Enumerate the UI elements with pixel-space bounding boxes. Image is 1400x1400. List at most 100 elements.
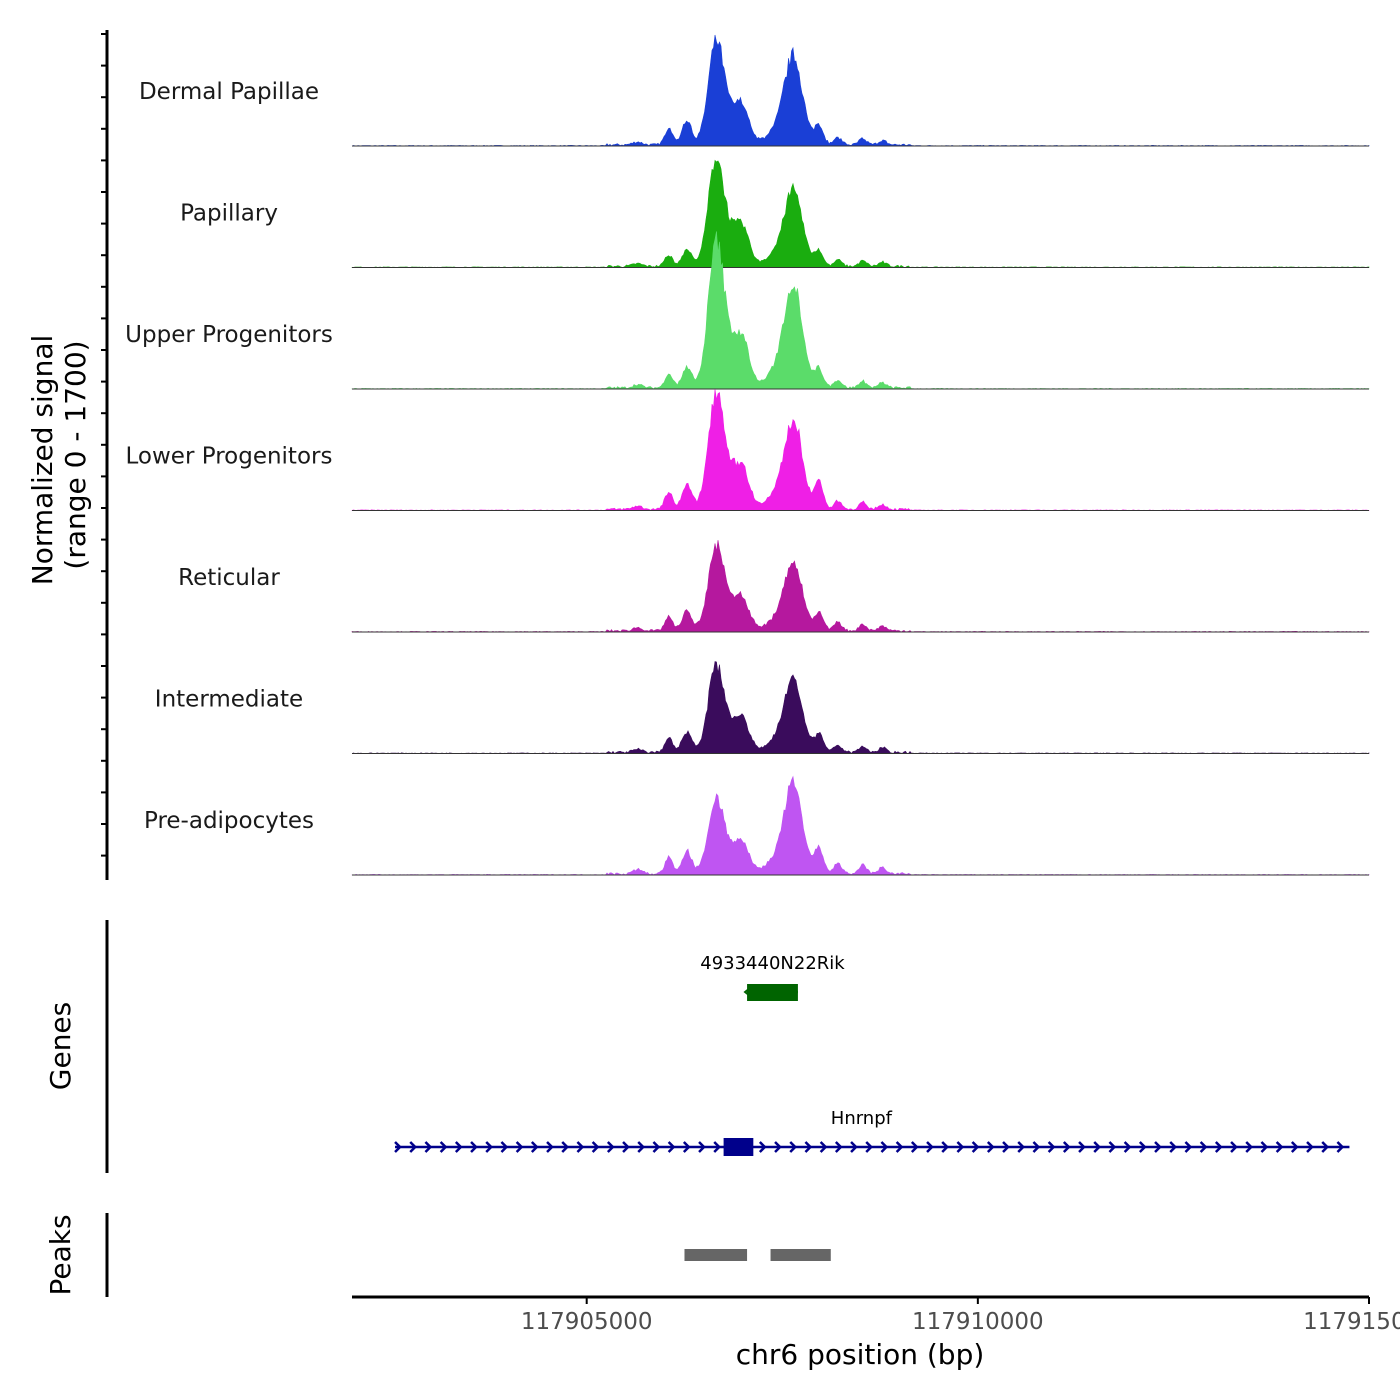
track-label: Upper Progenitors [125, 322, 333, 348]
coverage-tracks: Dermal Papillae Papillary Upper Progenitor… [125, 34, 1370, 876]
signal-y-axis-ticks [101, 33, 107, 857]
strand-arrow [470, 1141, 478, 1153]
gene-4933440n22rik: 4933440N22Rik [700, 953, 845, 1001]
strand-arrow [546, 1141, 554, 1153]
strand-arrow [682, 1141, 691, 1153]
strand-arrow [1260, 1141, 1269, 1153]
strand-arrow [1230, 1141, 1238, 1153]
strand-arrow [834, 1141, 843, 1153]
strand-arrow [1306, 1141, 1314, 1153]
track-papillary: Papillary [180, 159, 1370, 268]
strand-arrow [713, 1141, 721, 1153]
peak-region [684, 1249, 748, 1261]
strand-arrow [895, 1141, 904, 1153]
track-upper-progenitors: Upper Progenitors [125, 231, 1370, 390]
strand-arrow [1214, 1141, 1223, 1153]
strand-arrow [394, 1141, 402, 1153]
strand-arrow [910, 1141, 919, 1153]
y-axis-range: (range 0 - 1700) [59, 340, 92, 569]
strand-arrow [1321, 1141, 1329, 1153]
track-label: Reticular [178, 565, 280, 591]
track-dermal-papillae: Dermal Papillae [139, 34, 1370, 147]
strand-arrow [1123, 1141, 1132, 1153]
strand-arrow [485, 1141, 493, 1153]
gene-label: Hnrnpf [831, 1108, 893, 1129]
x-tick-label: 117910000 [912, 1309, 1044, 1335]
signal-area [351, 34, 1370, 147]
signal-area [351, 775, 1370, 876]
signal-area [351, 159, 1370, 268]
strand-arrow [1184, 1141, 1193, 1153]
strand-arrow [865, 1141, 873, 1153]
strand-arrow [606, 1141, 615, 1153]
strand-arrow [1290, 1141, 1299, 1153]
gene-hnrnpf: Hnrnpf [394, 1108, 1350, 1156]
track-reticular: Reticular [178, 540, 1370, 633]
strand-arrow [850, 1141, 858, 1153]
track-label: Intermediate [155, 687, 303, 713]
strand-arrow [1169, 1141, 1177, 1153]
strand-arrow [637, 1141, 645, 1153]
track-lower-progenitors: Lower Progenitors [126, 389, 1370, 511]
strand-arrow [1199, 1141, 1208, 1153]
peaks-title: Peaks [44, 1214, 77, 1295]
strand-arrow [819, 1141, 828, 1153]
strand-arrow [439, 1141, 448, 1153]
strand-arrow [1275, 1141, 1284, 1153]
strand-arrow [956, 1141, 965, 1153]
strand-arrow [1017, 1141, 1025, 1153]
strand-arrow [1002, 1141, 1010, 1153]
signal-area [351, 231, 1370, 390]
strand-arrow [1078, 1141, 1086, 1153]
strand-arrow [652, 1141, 661, 1153]
track-intermediate: Intermediate [155, 661, 1370, 754]
strand-arrow [530, 1141, 539, 1153]
strand-arrow [1047, 1141, 1056, 1153]
strand-arrow [1093, 1141, 1101, 1153]
strand-arrow [622, 1141, 630, 1153]
strand-arrow [1032, 1141, 1041, 1153]
track-pre-adipocytes: Pre-adipocytes [144, 775, 1370, 876]
strand-arrow [424, 1141, 433, 1153]
strand-arrow [986, 1141, 995, 1153]
strand-arrow [1138, 1141, 1147, 1153]
strand-arrow [789, 1141, 797, 1153]
strand-arrow [576, 1141, 585, 1153]
strand-arrow [941, 1141, 949, 1153]
strand-arrow [804, 1141, 813, 1153]
strand-arrow [667, 1141, 676, 1153]
signal-area [351, 540, 1370, 633]
strand-arrow [409, 1141, 417, 1153]
strand-arrow [1154, 1141, 1162, 1153]
track-label: Pre-adipocytes [144, 808, 314, 834]
strand-arrow [500, 1141, 509, 1153]
signal-area [351, 389, 1370, 511]
x-tick-label: 117915000 [1303, 1309, 1400, 1335]
track-label: Dermal Papillae [139, 79, 319, 105]
strand-arrow [971, 1141, 980, 1153]
strand-arrow [698, 1141, 706, 1153]
strand-arrow [743, 987, 751, 997]
strand-arrow [591, 1141, 600, 1153]
strand-arrow [1336, 1141, 1345, 1153]
strand-arrow [1062, 1141, 1071, 1153]
x-axis-title: chr6 position (bp) [736, 1338, 985, 1371]
exon-box [723, 1138, 754, 1156]
strand-arrow [758, 1141, 767, 1153]
genes-panel: 4933440N22Rik Hnrnpf [394, 953, 1350, 1156]
genes-title: Genes [44, 1002, 77, 1090]
y-axis-title: Normalized signal [26, 335, 59, 586]
strand-arrow [926, 1141, 934, 1153]
exon-box [747, 984, 798, 1001]
peaks-panel [684, 1249, 831, 1261]
strand-arrow [1108, 1141, 1117, 1153]
strand-arrow [454, 1141, 463, 1153]
gene-label: 4933440N22Rik [700, 953, 845, 974]
x-axis-ticks: 117905000 117910000 117915000 [521, 1297, 1400, 1335]
signal-area [351, 661, 1370, 754]
x-tick-label: 117905000 [521, 1309, 653, 1335]
strand-arrow [774, 1141, 782, 1153]
strand-arrow [880, 1141, 889, 1153]
strand-arrow [1245, 1141, 1253, 1153]
